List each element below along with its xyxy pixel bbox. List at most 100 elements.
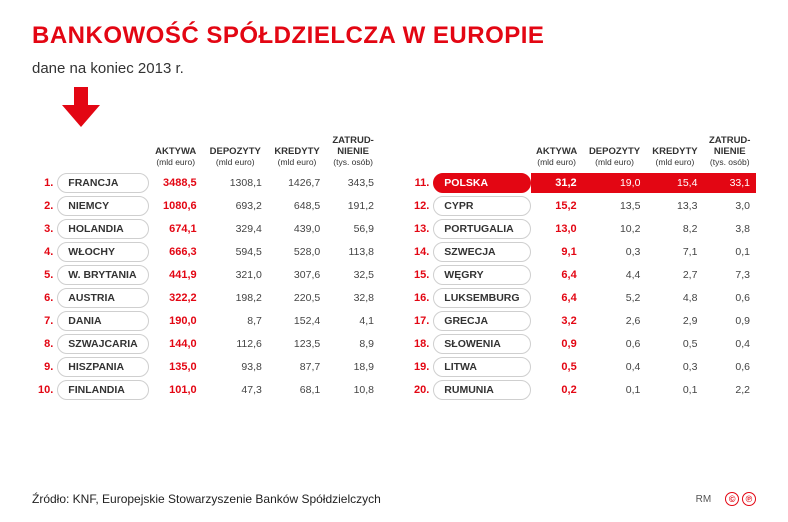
rank-cell: 4. — [32, 242, 57, 262]
employment-cell: 191,2 — [326, 196, 380, 216]
table-row: 10.FINLANDIA101,047,368,110,8 — [32, 380, 380, 400]
rank-cell: 9. — [32, 357, 57, 377]
assets-cell: 3488,5 — [149, 173, 203, 193]
credits-cell: 8,2 — [646, 219, 703, 239]
deposits-cell: 93,8 — [203, 357, 268, 377]
table-row: 7.DANIA190,08,7152,44,1 — [32, 311, 380, 331]
table-row: 14.SZWECJA9,10,37,10,1 — [408, 242, 756, 262]
country-cell: PORTUGALIA — [433, 219, 530, 239]
table-row: 15.WĘGRY6,44,42,77,3 — [408, 265, 756, 285]
assets-cell: 31,2 — [531, 173, 583, 193]
deposits-cell: 19,0 — [583, 173, 647, 193]
credits-cell: 2,7 — [646, 265, 703, 285]
assets-cell: 0,2 — [531, 380, 583, 400]
assets-cell: 15,2 — [531, 196, 583, 216]
assets-cell: 0,9 — [531, 334, 583, 354]
page-subtitle: dane na koniec 2013 r. — [32, 60, 756, 77]
employment-cell: 0,6 — [703, 357, 756, 377]
rank-cell: 15. — [408, 265, 433, 285]
assets-cell: 9,1 — [531, 242, 583, 262]
country-cell: RUMUNIA — [433, 380, 530, 400]
deposits-cell: 8,7 — [203, 311, 268, 331]
assets-cell: 666,3 — [149, 242, 203, 262]
credits-cell: 13,3 — [646, 196, 703, 216]
assets-cell: 101,0 — [149, 380, 203, 400]
credits-cell: 15,4 — [646, 173, 703, 193]
deposits-cell: 198,2 — [203, 288, 268, 308]
table-row: 9.HISZPANIA135,093,887,718,9 — [32, 357, 380, 377]
deposits-cell: 5,2 — [583, 288, 647, 308]
country-cell: LUKSEMBURG — [433, 288, 530, 308]
assets-cell: 1080,6 — [149, 196, 203, 216]
deposits-cell: 594,5 — [203, 242, 268, 262]
table-row: 16.LUKSEMBURG6,45,24,80,6 — [408, 288, 756, 308]
employment-cell: 8,9 — [326, 334, 380, 354]
deposits-cell: 1308,1 — [203, 173, 268, 193]
employment-cell: 4,1 — [326, 311, 380, 331]
header-zatrudnienie: ZATRUD-NIENIE(tys. osób) — [703, 136, 756, 170]
rank-cell: 7. — [32, 311, 57, 331]
assets-cell: 0,5 — [531, 357, 583, 377]
rank-cell: 20. — [408, 380, 433, 400]
arrow-down-icon — [60, 85, 756, 129]
deposits-cell: 13,5 — [583, 196, 647, 216]
deposits-cell: 321,0 — [203, 265, 268, 285]
table-row: 18.SŁOWENIA0,90,60,50,4 — [408, 334, 756, 354]
deposits-cell: 112,6 — [203, 334, 268, 354]
employment-cell: 2,2 — [703, 380, 756, 400]
credits-cell: 152,4 — [268, 311, 326, 331]
credits-cell: 7,1 — [646, 242, 703, 262]
credits-cell: 87,7 — [268, 357, 326, 377]
rank-cell: 2. — [32, 196, 57, 216]
country-cell: GRECJA — [433, 311, 530, 331]
table-row: 12.CYPR15,213,513,33,0 — [408, 196, 756, 216]
table-row: 13.PORTUGALIA13,010,28,23,8 — [408, 219, 756, 239]
header-row: AKTYWA(mld euro) DEPOZYTY(mld euro) KRED… — [32, 136, 380, 170]
table-row: 4.WŁOCHY666,3594,5528,0113,8 — [32, 242, 380, 262]
assets-cell: 674,1 — [149, 219, 203, 239]
table-right: AKTYWA(mld euro) DEPOZYTY(mld euro) KRED… — [408, 133, 756, 403]
country-cell: WŁOCHY — [57, 242, 148, 262]
assets-cell: 190,0 — [149, 311, 203, 331]
credits-cell: 528,0 — [268, 242, 326, 262]
employment-cell: 18,9 — [326, 357, 380, 377]
rank-cell: 16. — [408, 288, 433, 308]
assets-cell: 6,4 — [531, 288, 583, 308]
country-cell: WĘGRY — [433, 265, 530, 285]
rank-cell: 11. — [408, 173, 433, 193]
employment-cell: 0,1 — [703, 242, 756, 262]
employment-cell: 10,8 — [326, 380, 380, 400]
assets-cell: 3,2 — [531, 311, 583, 331]
country-cell: CYPR — [433, 196, 530, 216]
employment-cell: 343,5 — [326, 173, 380, 193]
employment-cell: 32,8 — [326, 288, 380, 308]
rank-cell: 14. — [408, 242, 433, 262]
credits-cell: 68,1 — [268, 380, 326, 400]
employment-cell: 7,3 — [703, 265, 756, 285]
table-row: 6.AUSTRIA322,2198,2220,532,8 — [32, 288, 380, 308]
credits-cell: 0,5 — [646, 334, 703, 354]
credits-cell: 0,1 — [646, 380, 703, 400]
deposits-cell: 0,3 — [583, 242, 647, 262]
country-cell: SZWECJA — [433, 242, 530, 262]
rank-cell: 3. — [32, 219, 57, 239]
credits-cell: 2,9 — [646, 311, 703, 331]
country-cell: HISZPANIA — [57, 357, 148, 377]
deposits-cell: 10,2 — [583, 219, 647, 239]
employment-cell: 113,8 — [326, 242, 380, 262]
table-row: 19.LITWA0,50,40,30,6 — [408, 357, 756, 377]
rank-cell: 12. — [408, 196, 433, 216]
deposits-cell: 329,4 — [203, 219, 268, 239]
table-row: 8.SZWAJCARIA144,0112,6123,58,9 — [32, 334, 380, 354]
employment-cell: 0,6 — [703, 288, 756, 308]
employment-cell: 0,4 — [703, 334, 756, 354]
tables-container: AKTYWA(mld euro) DEPOZYTY(mld euro) KRED… — [32, 133, 756, 403]
header-row: AKTYWA(mld euro) DEPOZYTY(mld euro) KRED… — [408, 136, 756, 170]
table-row: 1.FRANCJA3488,51308,11426,7343,5 — [32, 173, 380, 193]
deposits-cell: 0,6 — [583, 334, 647, 354]
assets-cell: 6,4 — [531, 265, 583, 285]
rank-cell: 10. — [32, 380, 57, 400]
assets-cell: 322,2 — [149, 288, 203, 308]
employment-cell: 3,8 — [703, 219, 756, 239]
table-row: 17.GRECJA3,22,62,90,9 — [408, 311, 756, 331]
